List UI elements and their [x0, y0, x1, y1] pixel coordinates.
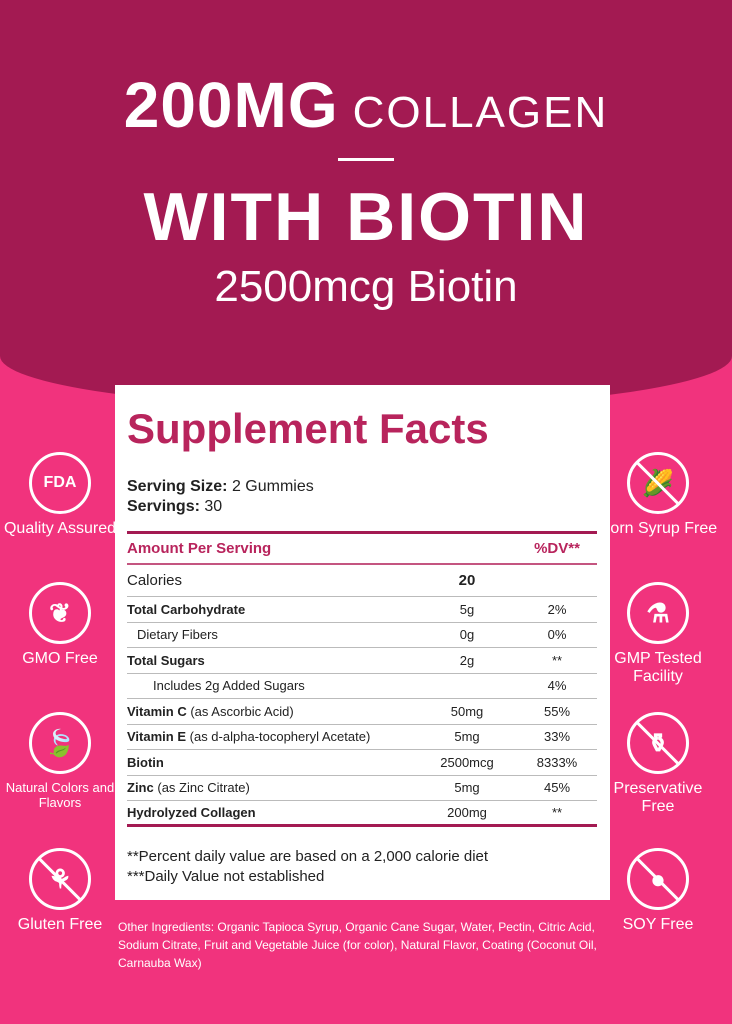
other-ingredients: Other Ingredients: Organic Tapioca Syrup…: [118, 920, 597, 970]
nutrient-label: Total Sugars: [127, 652, 205, 668]
badge-label: GMO Free: [22, 650, 98, 667]
footnote-2: ***Daily Value not established: [127, 868, 325, 885]
col-dv: %DV**: [534, 540, 580, 557]
badge-plant: ❦ GMO Free: [0, 582, 120, 668]
table-row: Dietary Fibers 0g 0%: [127, 623, 597, 648]
fda-seal-icon: FDA: [29, 452, 91, 514]
nutrient-label: Zinc: [127, 780, 154, 796]
badge-no-soy: ● SOY Free: [598, 848, 718, 934]
nutrient-label: Vitamin E: [127, 729, 187, 745]
table-row: Vitamin E (as d-alpha-tocopheryl Acetate…: [127, 725, 597, 750]
facts-table: Amount Per Serving %DV** Calories 20 Total…: [127, 531, 597, 827]
badge-label: Preservative Free: [613, 780, 703, 815]
badge-no-beaker: ⚱ Preservative Free: [598, 712, 718, 816]
nutrient-source: (as d-alpha-tocopheryl Acetate): [189, 729, 371, 745]
nutrient-amount: 0g: [459, 627, 475, 643]
divider: [338, 158, 394, 161]
nutrient-label: Biotin: [127, 754, 164, 770]
badge-no-corn: 🌽 Corn Syrup Free: [598, 452, 718, 538]
nutrient-dv: 55%: [543, 703, 571, 719]
nutrient-label: Hydrolyzed Collagen: [127, 804, 256, 820]
flask-icon: ⚗: [627, 582, 689, 644]
serving-size-label: Serving Size:: [127, 478, 228, 495]
facts-title: Supplement Facts: [127, 405, 489, 452]
nutrient-amount: 5g: [459, 601, 475, 617]
serving-info: Serving Size: 2 Gummies Servings: 30: [127, 477, 314, 517]
badge-label: GMP Tested Facility: [614, 650, 702, 685]
table-row: Total Sugars 2g **: [127, 648, 597, 674]
servings: 30: [204, 498, 223, 515]
col-amount: Amount Per Serving: [127, 540, 272, 557]
nutrient-dv: 45%: [543, 780, 571, 796]
nutrient-dv: 33%: [543, 729, 571, 745]
nutrient-amount: 2g: [459, 652, 475, 668]
badge-fda-seal: FDA Quality Assured: [0, 452, 120, 538]
badge-flask: ⚗ GMP Tested Facility: [598, 582, 718, 686]
nutrient-label: Vitamin C: [127, 703, 187, 719]
table-row: Biotin 2500mcg 8333%: [127, 750, 597, 776]
supplement-facts-panel: Supplement Facts Serving Size: 2 Gummies…: [115, 385, 610, 900]
nutrient-name: Vitamin E (as d-alpha-tocopheryl Acetate…: [127, 729, 417, 744]
subheadline: WITH BIOTIN: [143, 179, 589, 255]
nutrient-name: Hydrolyzed Collagen: [127, 805, 417, 820]
serving-size: 2 Gummies: [231, 478, 314, 495]
headline: 200MG COLLAGEN: [0, 68, 732, 142]
badge-no-wheat: ⚘ Gluten Free: [0, 848, 120, 934]
badge-leaf: 🍃 Natural Colors and Flavors: [0, 712, 120, 810]
footnote-1: **Percent daily value are based on a 2,0…: [127, 848, 489, 865]
header-band: [0, 0, 732, 408]
leaf-icon: 🍃: [29, 712, 91, 774]
nutrient-name: Biotin: [127, 755, 417, 770]
no-corn-icon: 🌽: [627, 452, 689, 514]
table-body: Total Carbohydrate 5g 2% Dietary Fibers 0g 0%…: [127, 597, 597, 827]
no-soy-icon: ●: [627, 848, 689, 910]
nutrient-name: Dietary Fibers: [127, 627, 417, 642]
badge-label: Quality Assured: [3, 520, 117, 537]
table-header: Amount Per Serving %DV**: [127, 531, 597, 565]
nutrient-amount: 5mg: [454, 729, 480, 745]
table-row: Zinc (as Zinc Citrate) 5mg 45%: [127, 776, 597, 801]
biotin-amount: 2500mcg Biotin: [214, 262, 518, 311]
no-wheat-icon: ⚘: [29, 848, 91, 910]
calories-value: 20: [458, 572, 476, 589]
product-name: COLLAGEN: [352, 88, 609, 137]
badge-label: Natural Colors and Flavors: [5, 780, 115, 810]
nutrient-dv: 8333%: [536, 754, 578, 770]
nutrient-amount: 200mg: [447, 804, 487, 820]
footnotes: **Percent daily value are based on a 2,0…: [127, 847, 488, 887]
nutrient-dv: 4%: [547, 678, 567, 694]
badge-label: Gluten Free: [17, 916, 103, 933]
nutrient-amount: 50mg: [450, 703, 484, 719]
calories-label: Calories: [127, 572, 183, 589]
nutrient-label: Includes 2g Added Sugars: [153, 678, 305, 694]
table-row: Vitamin C (as Ascorbic Acid) 50mg 55%: [127, 699, 597, 725]
nutrient-dv: **: [551, 652, 563, 668]
nutrient-dv: **: [551, 804, 563, 820]
plant-icon: ❦: [29, 582, 91, 644]
dose: 200MG: [123, 69, 339, 141]
nutrient-name: Zinc (as Zinc Citrate): [127, 780, 417, 795]
nutrient-name: Total Sugars: [127, 653, 417, 668]
table-row: Total Carbohydrate 5g 2%: [127, 597, 597, 623]
nutrient-name: Includes 2g Added Sugars: [127, 678, 417, 693]
nutrient-name: Total Carbohydrate: [127, 602, 417, 617]
table-row: Hydrolyzed Collagen 200mg **: [127, 801, 597, 827]
nutrient-amount: 2500mcg: [440, 754, 494, 770]
nutrient-label: Total Carbohydrate: [127, 601, 246, 617]
nutrient-label: Dietary Fibers: [137, 627, 218, 643]
nutrient-dv: 0%: [547, 627, 567, 643]
servings-label: Servings:: [127, 498, 200, 515]
nutrient-dv: 2%: [547, 601, 567, 617]
nutrient-source: (as Zinc Citrate): [157, 780, 250, 796]
nutrient-source: (as Ascorbic Acid): [190, 703, 294, 719]
nutrient-name: Vitamin C (as Ascorbic Acid): [127, 704, 417, 719]
calories-row: Calories 20: [127, 565, 597, 597]
no-beaker-icon: ⚱: [627, 712, 689, 774]
badge-label: Corn Syrup Free: [598, 520, 718, 537]
table-row: Includes 2g Added Sugars 4%: [127, 674, 597, 699]
nutrient-amount: 5mg: [454, 780, 480, 796]
badge-label: SOY Free: [622, 916, 694, 933]
